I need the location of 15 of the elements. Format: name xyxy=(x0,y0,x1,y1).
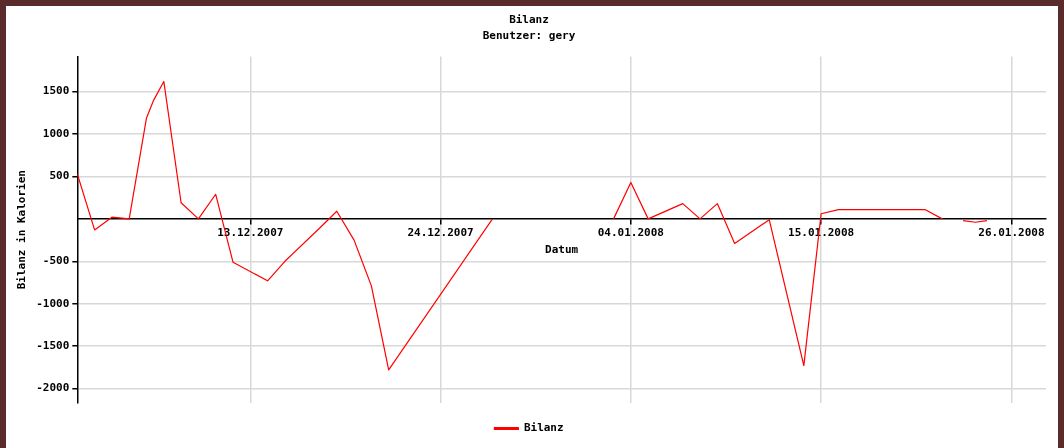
y-axis-title: Bilanz in Kalorien xyxy=(15,170,29,290)
chart-subtitle: Benutzer: gery xyxy=(482,28,576,42)
y-tick-label: -1000 xyxy=(36,296,70,310)
x-tick-label: 04.01.2008 xyxy=(597,226,664,240)
y-tick-label: 1500 xyxy=(42,84,70,98)
chart-title: Bilanz xyxy=(509,13,549,27)
y-tick-label: 1000 xyxy=(42,126,70,140)
x-tick-label: 24.12.2007 xyxy=(407,226,474,240)
x-tick-label: 26.01.2008 xyxy=(978,226,1045,240)
y-tick-label: 500 xyxy=(49,169,70,183)
x-axis-title: Datum xyxy=(545,242,579,256)
y-tick-label: -500 xyxy=(42,254,70,268)
y-tick-label: -2000 xyxy=(36,381,70,395)
legend-label: Bilanz xyxy=(523,421,564,435)
y-tick-label: -1500 xyxy=(36,339,70,353)
